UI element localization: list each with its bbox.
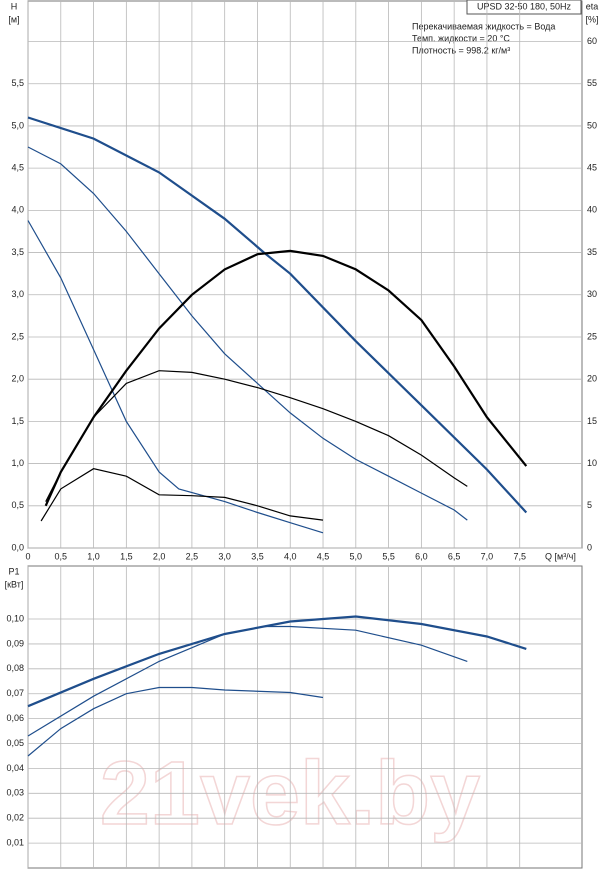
y-tick-label: 1,5 bbox=[11, 416, 24, 426]
info-line: Плотность = 998.2 кг/м³ bbox=[412, 45, 510, 55]
info-line: Темп. жидкости = 20 °C bbox=[412, 33, 510, 43]
y2-tick-label: 50 bbox=[587, 120, 597, 130]
y2-tick-label: 60 bbox=[587, 36, 597, 46]
y-tick-label: 0,01 bbox=[6, 837, 24, 847]
y2-tick-label: 55 bbox=[587, 78, 597, 88]
x-tick-label: 1,5 bbox=[120, 551, 133, 561]
x-tick-label: 7,5 bbox=[513, 551, 526, 561]
y-tick-label: 0,04 bbox=[6, 763, 24, 773]
x-tick-label: 2,5 bbox=[186, 551, 199, 561]
y-tick-label: 2,0 bbox=[11, 374, 24, 384]
x-tick-label: 3,5 bbox=[251, 551, 264, 561]
y-tick-label: 0,05 bbox=[6, 738, 24, 748]
curve bbox=[27, 686, 324, 757]
x-tick-label: 3,0 bbox=[218, 551, 231, 561]
y2-tick-label: 10 bbox=[587, 458, 597, 468]
y2-axis-label: eta bbox=[586, 1, 599, 11]
x-tick-label: 2,0 bbox=[153, 551, 166, 561]
x-tick-label: 6,5 bbox=[448, 551, 461, 561]
y-tick-label: 0,03 bbox=[6, 788, 24, 798]
y-tick-label: 0,02 bbox=[6, 813, 24, 823]
curve bbox=[44, 249, 528, 507]
y-axis-unit: [м] bbox=[8, 14, 19, 24]
x-axis-label: Q [м³/ч] bbox=[545, 551, 576, 561]
y2-tick-label: 25 bbox=[587, 331, 597, 341]
x-tick-label: 6,0 bbox=[415, 551, 428, 561]
y2-tick-label: 0 bbox=[587, 542, 592, 552]
y2-tick-label: 20 bbox=[587, 374, 597, 384]
y2-tick-label: 30 bbox=[587, 289, 597, 299]
y-tick-label: 1,0 bbox=[11, 458, 24, 468]
info-box bbox=[466, 0, 582, 15]
x-tick-label: 4,0 bbox=[284, 551, 297, 561]
curve bbox=[40, 468, 324, 522]
x-tick-label: 0,5 bbox=[55, 551, 68, 561]
y-tick-label: 2,5 bbox=[11, 331, 24, 341]
y2-tick-label: 5 bbox=[587, 500, 592, 510]
y2-tick-label: 35 bbox=[587, 247, 597, 257]
x-tick-label: 1,0 bbox=[87, 551, 100, 561]
y-tick-label: 5,0 bbox=[11, 120, 24, 130]
curve bbox=[45, 370, 468, 502]
curve bbox=[27, 615, 527, 708]
y-tick-label: 0,10 bbox=[6, 613, 24, 623]
y-tick-label: 3,5 bbox=[11, 247, 24, 257]
y-axis-label: H bbox=[11, 1, 18, 11]
plot-frame bbox=[27, 0, 583, 549]
y-tick-label: 0,0 bbox=[11, 542, 24, 552]
y-tick-label: 3,0 bbox=[11, 289, 24, 299]
y-tick-label: 0,07 bbox=[6, 688, 24, 698]
y2-tick-label: 40 bbox=[587, 205, 597, 215]
y-tick-label: 4,5 bbox=[11, 163, 24, 173]
y2-tick-label: 45 bbox=[587, 163, 597, 173]
curve bbox=[27, 146, 468, 521]
y-tick-label: 0,08 bbox=[6, 663, 24, 673]
y-tick-label: 0,5 bbox=[11, 500, 24, 510]
y2-axis-unit: [%] bbox=[585, 14, 598, 24]
x-tick-label: 0 bbox=[25, 551, 30, 561]
y2-tick-label: 15 bbox=[587, 416, 597, 426]
curve bbox=[27, 625, 468, 737]
info-box-text: UPSD 32-50 180, 50Hz bbox=[477, 1, 572, 11]
y-tick-label: 4,0 bbox=[11, 205, 24, 215]
x-tick-label: 5,0 bbox=[350, 551, 363, 561]
y-axis-label: P1 bbox=[8, 566, 19, 576]
x-tick-label: 5,5 bbox=[382, 551, 395, 561]
y-tick-label: 5,5 bbox=[11, 78, 24, 88]
curve bbox=[27, 116, 528, 514]
info-line: Перекачиваемая жидкость = Вода bbox=[412, 21, 555, 31]
y-tick-label: 0,09 bbox=[6, 638, 24, 648]
x-tick-label: 4,5 bbox=[317, 551, 330, 561]
y-tick-label: 0,06 bbox=[6, 713, 24, 723]
x-tick-label: 7,0 bbox=[481, 551, 494, 561]
curve bbox=[27, 220, 324, 534]
y-axis-unit: [кВт] bbox=[5, 579, 24, 589]
